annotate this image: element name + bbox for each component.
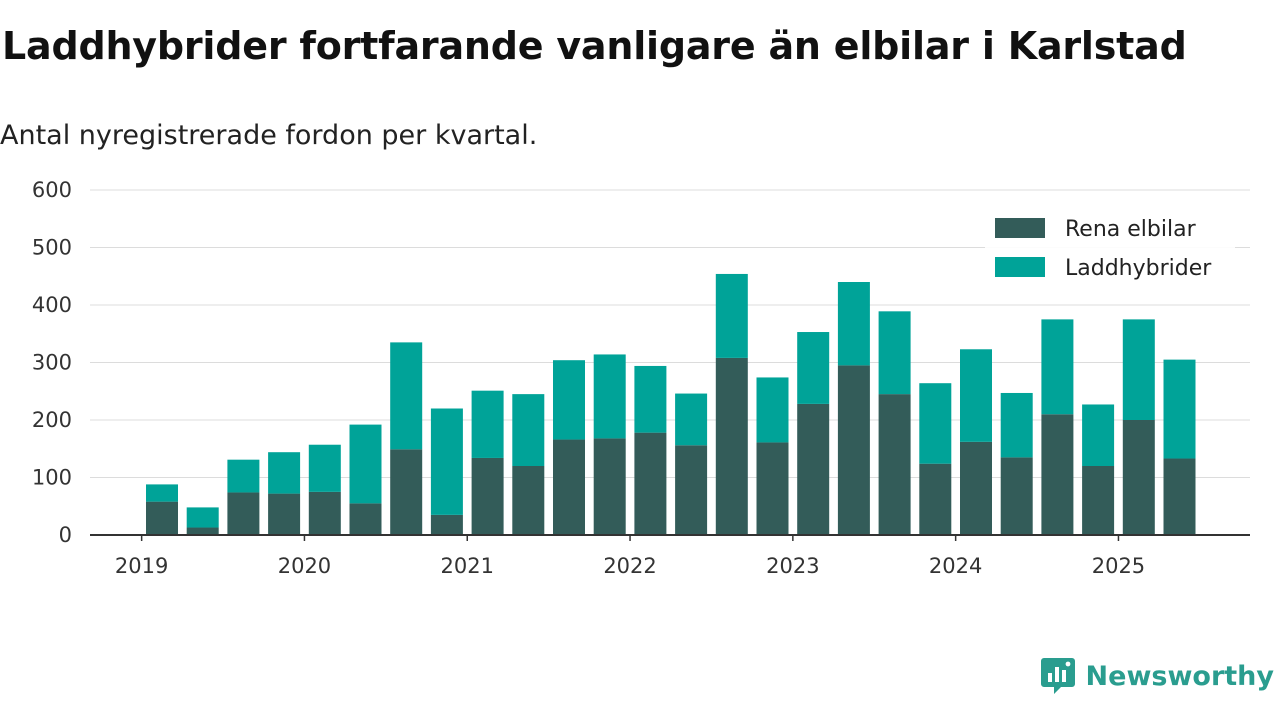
bar-laddhybrider <box>675 393 708 446</box>
bar-laddhybrider <box>227 459 260 493</box>
bar-laddhybrider <box>756 377 789 443</box>
bar-laddhybrider <box>1082 404 1115 466</box>
bar-laddhybrider <box>1163 359 1196 459</box>
bar-laddhybrider <box>430 408 463 515</box>
bar-laddhybrider <box>1000 392 1033 458</box>
x-tick-label: 2022 <box>603 554 656 578</box>
bar-rena-elbilar <box>553 439 585 535</box>
bar-laddhybrider <box>837 282 870 366</box>
bar-laddhybrider <box>146 484 178 502</box>
bar-rena-elbilar <box>715 357 748 535</box>
legend-label: Rena elbilar <box>1065 217 1197 242</box>
x-tick-label: 2021 <box>441 554 494 578</box>
bar-laddhybrider <box>553 360 585 440</box>
bar-laddhybrider <box>960 349 992 442</box>
chart-subtitle: Antal nyregistrerade fordon per kvartal. <box>0 120 538 151</box>
bar-rena-elbilar <box>1041 414 1074 535</box>
bar-laddhybrider <box>797 332 830 404</box>
x-tick-label: 2019 <box>115 554 168 578</box>
bar-laddhybrider <box>308 444 341 492</box>
bar-rena-elbilar <box>593 438 626 535</box>
bar-rena-elbilar <box>837 365 870 535</box>
bar-rena-elbilar <box>512 466 545 535</box>
bar-laddhybrider <box>1041 319 1074 415</box>
bar-laddhybrider <box>186 507 219 528</box>
bar-laddhybrider <box>512 394 545 466</box>
bar-rena-elbilar <box>634 432 667 535</box>
newsworthy-logo-icon <box>1040 658 1075 694</box>
y-tick-label: 400 <box>32 293 72 317</box>
bar-rena-elbilar <box>227 492 260 535</box>
bar-rena-elbilar <box>308 491 341 535</box>
bar-rena-elbilar <box>675 445 708 535</box>
legend: Rena elbilar Laddhybrider <box>985 208 1235 292</box>
bar-laddhybrider <box>878 311 911 395</box>
bar-rena-elbilar <box>1122 420 1155 535</box>
bar-rena-elbilar <box>349 503 382 535</box>
x-tick-label: 2023 <box>766 554 819 578</box>
bar-rena-elbilar <box>1000 457 1033 535</box>
bar-rena-elbilar <box>1163 458 1196 535</box>
bar-rena-elbilar <box>146 501 178 535</box>
y-tick-label: 100 <box>32 466 72 490</box>
bar-rena-elbilar <box>430 514 463 535</box>
axes: 0 100 200 300 400 500 600 2019 2020 2021 2022 2023 2… <box>32 178 1250 578</box>
x-tick-label: 2020 <box>278 554 331 578</box>
y-tick-label: 200 <box>32 408 72 432</box>
bar-rena-elbilar <box>756 442 789 535</box>
bar-laddhybrider <box>471 390 504 458</box>
bar-laddhybrider <box>634 365 667 433</box>
y-tick-label: 500 <box>32 236 72 260</box>
bar-laddhybrider <box>390 342 423 450</box>
bar-laddhybrider <box>715 273 748 358</box>
bar-rena-elbilar <box>1082 466 1115 535</box>
x-tick-label: 2025 <box>1092 554 1145 578</box>
y-tick-label: 600 <box>32 178 72 202</box>
bars <box>146 273 1196 535</box>
bar-rena-elbilar <box>960 441 992 535</box>
bar-rena-elbilar <box>268 493 301 535</box>
legend-swatch <box>995 257 1045 277</box>
chart-title: Laddhybrider fortfarande vanligare än el… <box>2 24 1187 68</box>
bar-laddhybrider <box>1122 319 1155 420</box>
bar-laddhybrider <box>593 354 626 439</box>
legend-label: Laddhybrider <box>1065 256 1212 281</box>
bar-rena-elbilar <box>878 394 911 535</box>
brand-name: Newsworthy <box>1085 660 1274 692</box>
y-tick-label: 0 <box>59 523 72 547</box>
bar-rena-elbilar <box>390 449 423 535</box>
bar-rena-elbilar <box>797 403 830 535</box>
bar-laddhybrider <box>268 452 301 494</box>
bar-laddhybrider <box>349 424 382 504</box>
y-tick-label: 300 <box>32 351 72 375</box>
legend-swatch <box>995 218 1045 238</box>
bar-rena-elbilar <box>919 463 952 535</box>
x-tick-label: 2024 <box>929 554 982 578</box>
bar-rena-elbilar <box>186 527 219 535</box>
bar-laddhybrider <box>919 383 952 464</box>
newsworthy-brand: Newsworthy <box>1040 656 1274 696</box>
bar-rena-elbilar <box>471 457 504 535</box>
